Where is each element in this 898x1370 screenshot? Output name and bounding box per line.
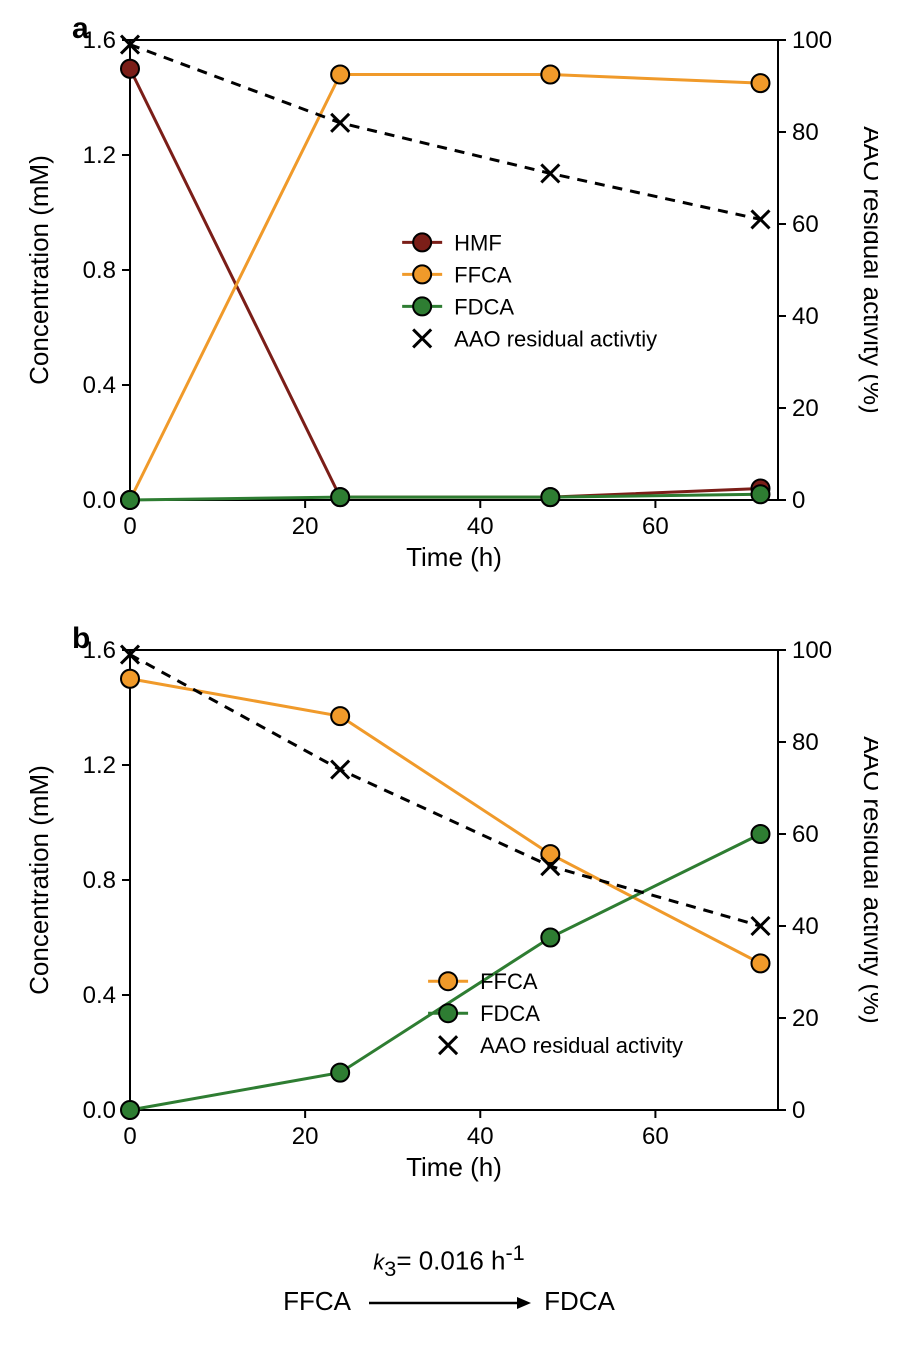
svg-text:0.0: 0.0 xyxy=(83,487,116,514)
reaction-scheme: k3= 0.016 h-1 FFCA FDCA xyxy=(20,1240,878,1317)
rate-sub: 3 xyxy=(384,1256,396,1281)
svg-text:Time (h): Time (h) xyxy=(406,1152,502,1182)
svg-text:AAO residual activity (%): AAO residual activity (%) xyxy=(858,126,878,414)
svg-text:1.2: 1.2 xyxy=(83,752,116,779)
svg-text:80: 80 xyxy=(792,119,819,146)
svg-text:Concentration (mM): Concentration (mM) xyxy=(24,155,54,385)
svg-text:FFCA: FFCA xyxy=(480,969,538,994)
svg-text:0.4: 0.4 xyxy=(83,372,116,399)
svg-text:0: 0 xyxy=(792,1097,805,1124)
svg-text:AAO residual activity (%): AAO residual activity (%) xyxy=(858,736,878,1024)
panel-b: b 02040600.00.40.81.21.6020406080100Time… xyxy=(20,630,878,1190)
svg-text:100: 100 xyxy=(792,637,832,664)
svg-text:AAO residual activity: AAO residual activity xyxy=(480,1033,683,1058)
rate-k: k xyxy=(373,1250,384,1275)
svg-text:40: 40 xyxy=(792,913,819,940)
svg-text:40: 40 xyxy=(467,513,494,540)
svg-text:60: 60 xyxy=(792,821,819,848)
svg-text:0: 0 xyxy=(792,487,805,514)
svg-text:0: 0 xyxy=(123,1123,136,1150)
panel-a-label: a xyxy=(72,12,89,46)
svg-text:60: 60 xyxy=(642,1123,669,1150)
svg-text:100: 100 xyxy=(792,27,832,54)
reaction-right: FDCA xyxy=(544,1286,615,1316)
svg-text:20: 20 xyxy=(792,395,819,422)
svg-text:60: 60 xyxy=(792,211,819,238)
figure-root: a 02040600.00.40.81.21.6020406080100Time… xyxy=(20,20,878,1317)
reaction-left: FFCA xyxy=(283,1286,349,1316)
svg-text:0: 0 xyxy=(123,513,136,540)
svg-text:20: 20 xyxy=(292,1123,319,1150)
svg-text:80: 80 xyxy=(792,729,819,756)
chart-b: 02040600.00.40.81.21.6020406080100Time (… xyxy=(20,630,878,1190)
svg-text:Concentration (mM): Concentration (mM) xyxy=(24,765,54,995)
svg-text:1.2: 1.2 xyxy=(83,142,116,169)
svg-text:40: 40 xyxy=(467,1123,494,1150)
rate-sup: -1 xyxy=(505,1240,524,1265)
svg-text:0.0: 0.0 xyxy=(83,1097,116,1124)
svg-text:60: 60 xyxy=(642,513,669,540)
panel-b-label: b xyxy=(72,622,90,656)
svg-text:HMF: HMF xyxy=(454,230,502,255)
svg-text:FDCA: FDCA xyxy=(454,294,514,319)
reaction-arrow-row: FFCA FDCA xyxy=(20,1286,878,1317)
svg-text:20: 20 xyxy=(292,513,319,540)
panel-a: a 02040600.00.40.81.21.6020406080100Time… xyxy=(20,20,878,580)
svg-text:0.8: 0.8 xyxy=(83,867,116,894)
svg-text:0.4: 0.4 xyxy=(83,982,116,1009)
svg-text:FDCA: FDCA xyxy=(480,1001,540,1026)
svg-text:Time (h): Time (h) xyxy=(406,542,502,572)
svg-text:20: 20 xyxy=(792,1005,819,1032)
svg-text:AAO residual activtiy: AAO residual activtiy xyxy=(454,326,657,351)
chart-a: 02040600.00.40.81.21.6020406080100Time (… xyxy=(20,20,878,580)
svg-text:40: 40 xyxy=(792,303,819,330)
rate-val: = 0.016 h xyxy=(396,1246,505,1276)
svg-text:FFCA: FFCA xyxy=(454,262,512,287)
reaction-rate-label: k3= 0.016 h-1 xyxy=(20,1240,878,1282)
reaction-arrow-icon xyxy=(357,1291,537,1315)
svg-text:0.8: 0.8 xyxy=(83,257,116,284)
